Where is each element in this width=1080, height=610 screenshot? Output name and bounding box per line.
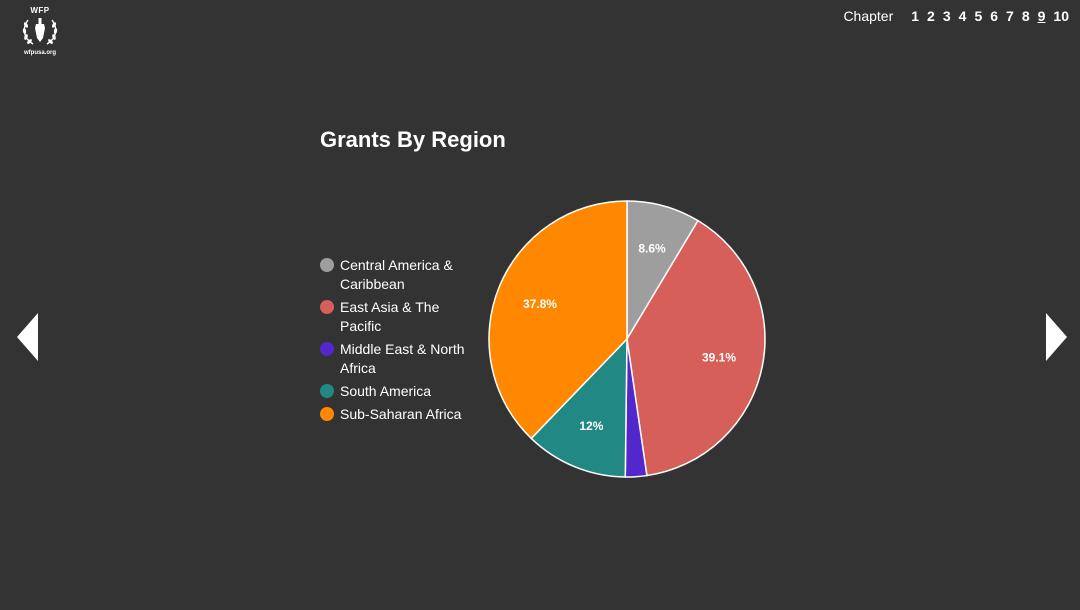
chapter-link-4[interactable]: 4 [958,8,967,24]
wfp-laurel-icon [22,18,58,45]
chapter-nav: Chapter 1 2 3 4 5 6 7 8 9 10 [843,8,1069,24]
pie-slice-4[interactable] [488,200,628,440]
legend-item-south-america[interactable]: South America [320,382,480,401]
legend-label: Sub-Saharan Africa [340,406,462,422]
legend-label: Central America & Caribbean [340,257,453,292]
chapter-link-5[interactable]: 5 [974,8,983,24]
logo-url: wfpusa.org [23,50,56,56]
pie-slice-3[interactable] [530,337,628,478]
pie-chart: 8.6% 39.1% 12% 37.8% [488,200,766,478]
pie-slice-label-0: 8.6% [638,242,666,256]
pie-slice-label-1: 39.1% [702,350,736,364]
chapter-link-6[interactable]: 6 [990,8,999,24]
legend-label: South America [340,383,432,399]
pie-slice-1[interactable] [626,219,766,477]
previous-chapter-button[interactable] [17,313,39,361]
legend-swatch [320,407,334,421]
next-chapter-button[interactable] [1045,313,1067,361]
wfp-logo[interactable]: WFP wfpusa.org [18,6,62,62]
triangle-right-icon [1046,313,1067,361]
legend-swatch [320,258,334,272]
legend-item-middle-east[interactable]: Middle East & North Africa [320,340,480,378]
chart-title: Grants By Region [320,127,506,152]
legend-label: Middle East & North Africa [340,341,465,376]
legend-item-east-asia[interactable]: East Asia & The Pacific [320,298,480,336]
chapter-link-10[interactable]: 10 [1053,8,1069,24]
chapter-link-7[interactable]: 7 [1006,8,1014,24]
legend-swatch [320,342,334,356]
legend-swatch [320,384,334,398]
legend-item-sub-saharan[interactable]: Sub-Saharan Africa [320,405,480,424]
pie-slice-label-4: 37.8% [523,297,557,311]
chapter-link-3[interactable]: 3 [942,8,951,24]
chapter-link-1[interactable]: 1 [911,8,920,24]
legend-swatch [320,300,334,314]
chapter-label: Chapter [843,8,894,24]
legend-label: East Asia & The Pacific [340,299,440,334]
legend-item-central-america[interactable]: Central America & Caribbean [320,256,480,294]
chapter-link-9[interactable]: 9 [1037,8,1046,24]
chapter-link-8[interactable]: 8 [1021,8,1030,24]
triangle-left-icon [17,313,38,361]
logo-title: WFP [30,6,50,15]
chapter-link-2[interactable]: 2 [927,8,935,24]
chart-legend: Central America & Caribbean East Asia & … [320,256,480,428]
pie-slice-label-3: 12% [579,419,603,433]
